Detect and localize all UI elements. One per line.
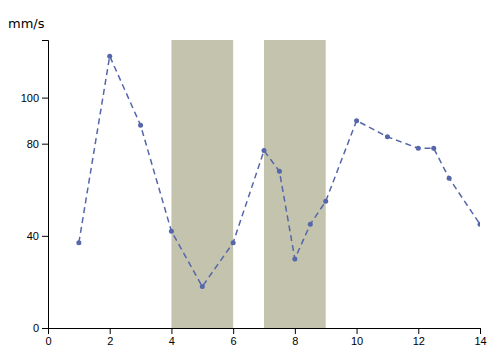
- axis-line: [42, 41, 49, 329]
- point: [354, 118, 359, 123]
- tick-label: 14: [474, 335, 486, 347]
- tick: 14: [474, 328, 486, 347]
- tick: 40: [27, 230, 48, 242]
- point: [76, 240, 81, 245]
- tick-mark: [42, 144, 48, 145]
- tick-label: 6: [231, 335, 237, 347]
- tick-mark: [110, 328, 111, 334]
- point: [262, 148, 267, 153]
- tick: 80: [27, 138, 48, 150]
- tick-label: 0: [33, 322, 39, 334]
- tick-mark: [418, 328, 419, 334]
- tick-label: 80: [27, 138, 39, 150]
- shaded-span: [264, 40, 326, 328]
- tick-label: 12: [413, 335, 425, 347]
- tick-label: 0: [45, 335, 51, 347]
- tick: 6: [231, 328, 237, 347]
- tick-label: 8: [292, 335, 298, 347]
- plot: 0 2 4 6 8 10 12 14 0 40 80 100: [21, 40, 487, 347]
- tick-label: 10: [351, 335, 363, 347]
- tick: 8: [292, 328, 298, 347]
- tick-label: 2: [107, 335, 113, 347]
- marks: [76, 40, 480, 328]
- tick-mark: [42, 328, 48, 329]
- point: [138, 123, 143, 128]
- line: [79, 56, 480, 286]
- chart: 0 2 4 6 8 10 12 14 0 40 80 100 mm/s: [0, 0, 500, 360]
- point: [169, 229, 174, 234]
- shaded-span: [171, 40, 233, 328]
- tick-label: 40: [27, 230, 39, 242]
- point: [277, 169, 282, 174]
- tick: 0: [33, 322, 48, 334]
- tick: 4: [169, 328, 175, 347]
- point: [478, 222, 481, 227]
- tick-mark: [171, 328, 172, 334]
- point: [323, 199, 328, 204]
- tick-mark: [233, 328, 234, 334]
- axis-line: [49, 329, 481, 335]
- point: [107, 54, 112, 59]
- tick: 100: [21, 92, 48, 104]
- y-axis: 0 40 80 100: [21, 41, 49, 335]
- tick-label: 4: [169, 335, 175, 347]
- tick: 0: [45, 328, 51, 347]
- tick: 12: [413, 328, 425, 347]
- x-axis: 0 2 4 6 8 10 12 14: [45, 328, 486, 347]
- point: [416, 146, 421, 151]
- point: [385, 134, 390, 139]
- tick-mark: [295, 328, 296, 334]
- point: [447, 176, 452, 181]
- point: [431, 146, 436, 151]
- point: [231, 240, 236, 245]
- y-axis-label: mm/s: [8, 16, 45, 31]
- tick: 2: [107, 328, 113, 347]
- tick-mark: [42, 236, 48, 237]
- point: [200, 284, 205, 289]
- point: [292, 256, 297, 261]
- tick-label: 100: [21, 92, 39, 104]
- tick-mark: [357, 328, 358, 334]
- tick-mark: [42, 98, 48, 99]
- point: [308, 222, 313, 227]
- tick: 10: [351, 328, 363, 347]
- tick-mark: [480, 328, 481, 334]
